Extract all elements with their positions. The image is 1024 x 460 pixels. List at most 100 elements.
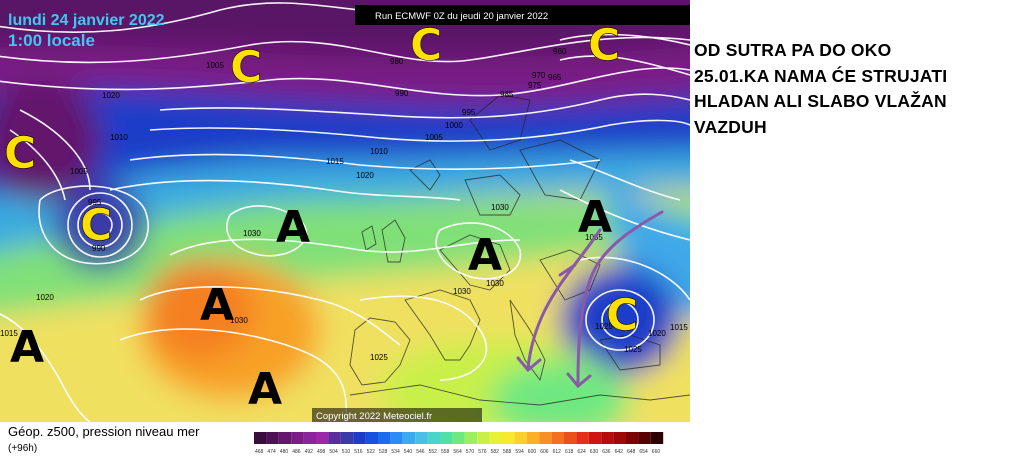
colorbar-swatch (452, 432, 465, 444)
colorbar-tick-label: 594 (515, 449, 524, 455)
isobar-label: 1005 (70, 167, 88, 176)
colorbar-swatch (551, 432, 564, 444)
colorbar-swatch (514, 432, 527, 444)
colorbar-tick-label: 660 (652, 449, 661, 455)
colorbar-tick-label: 504 (329, 449, 338, 455)
colorbar-swatch (278, 432, 292, 444)
colorbar-tick-label: 600 (528, 449, 537, 455)
isobar-label: 1015 (670, 323, 688, 332)
colorbar-tick-label: 582 (491, 449, 500, 455)
colorbar-tick-label: 654 (639, 449, 648, 455)
colorbar-swatch (650, 432, 664, 444)
low-pressure-label: C (606, 290, 638, 341)
colorbar-tick-label: 492 (305, 449, 314, 455)
isobar-label: 1005 (425, 133, 443, 142)
flow-arrows (516, 210, 664, 389)
colorbar-tick-label: 618 (565, 449, 574, 455)
colorbar-swatch (638, 432, 651, 444)
colorbar-tick-label: 576 (478, 449, 487, 455)
high-pressure-label: A (276, 202, 310, 253)
colorbar-swatch (464, 432, 478, 444)
arrow-west (526, 228, 602, 370)
isobar-label: 1030 (486, 279, 504, 288)
colorbar-swatch (502, 432, 515, 444)
high-pressure-label: A (10, 322, 44, 373)
colorbar-tick-label: 552 (429, 449, 438, 455)
colorbar-swatch (328, 432, 341, 444)
colorbar-tick-label: 564 (453, 449, 462, 455)
colorbar-tick-label: 558 (441, 449, 450, 455)
colorbar-swatch (427, 432, 440, 444)
isobar-label: 1010 (110, 133, 128, 142)
high-pressure-label: A (248, 364, 282, 415)
isobar-label: 1015 (0, 329, 18, 338)
colorbar-tick-label: 474 (267, 449, 276, 455)
isobar-label: 990 (395, 89, 409, 98)
isobar-label: 985 (500, 90, 514, 99)
colorbar-tick-label: 528 (379, 449, 388, 455)
lead-time-label: (+96h) (8, 443, 38, 454)
isobar-label: 970 (532, 71, 546, 80)
pressure-centers: C C C C C C A A A A A A (4, 20, 639, 415)
isobar-label: 980 (390, 57, 404, 66)
isobar-label: 960 (553, 47, 567, 56)
caption-line: OD SUTRA PA DO OKO (694, 40, 892, 60)
colorbar-swatch (365, 432, 378, 444)
colorbar-tick-label: 612 (553, 449, 562, 455)
colorbar-swatch (626, 432, 639, 444)
low-pressure-label: C (4, 128, 36, 179)
colorbar-tick-label: 534 (391, 449, 400, 455)
caption-line: HLADAN ALI SLABO VLAŽAN (694, 91, 947, 111)
weather-map: 1005 1020 1010 1005 995 990 1015 1010 10… (0, 0, 690, 422)
colorbar-tick-label: 588 (503, 449, 512, 455)
colorbar-swatch (402, 432, 416, 444)
colorbar-swatch (477, 432, 490, 444)
parameter-label: Géop. z500, pression niveau mer (8, 424, 200, 439)
colorbar-tick-label: 624 (577, 449, 586, 455)
colorbar-swatch (576, 432, 589, 444)
map-time: 1:00 locale (8, 31, 95, 50)
high-pressure-label: A (578, 192, 612, 243)
isobar-label: 995 (462, 108, 476, 117)
isobar-label: 1025 (624, 345, 642, 354)
colorbar-swatch (539, 432, 552, 444)
colorbar-swatch (489, 432, 502, 444)
colorbar-tick-label: 540 (404, 449, 413, 455)
copyright: Copyright 2022 Meteociel.fr (316, 411, 432, 422)
isobar-label: 1020 (648, 329, 666, 338)
map-date: lundi 24 janvier 2022 (8, 12, 165, 29)
arrow-west-head (516, 356, 542, 373)
colorbar-tick-label: 498 (317, 449, 326, 455)
isobar-label: 975 (528, 81, 542, 90)
colorbar-swatch (254, 432, 267, 444)
colorbar-swatch (601, 432, 614, 444)
isobar-label: 990 (92, 244, 106, 253)
isobar-label: 1030 (453, 287, 471, 296)
low-pressure-label: C (80, 200, 112, 251)
isobar-label: 1025 (370, 353, 388, 362)
isobar-label: 1020 (356, 171, 374, 180)
colorbar-swatch (340, 432, 354, 444)
low-pressure-label: C (588, 20, 620, 71)
colorbar-swatch (588, 432, 602, 444)
low-pressure-label: C (410, 20, 442, 71)
arrow-east (576, 210, 664, 384)
isobar-label: 1030 (491, 203, 509, 212)
high-pressure-label: A (468, 230, 502, 281)
colorbar-tick-label: 522 (367, 449, 376, 455)
colorbar-tick-label: 642 (615, 449, 624, 455)
run-label: Run ECMWF 0Z du jeudi 20 janvier 2022 (375, 11, 548, 22)
colorbar-swatch (526, 432, 540, 444)
caption-text: OD SUTRA PA DO OKO 25.01.KA NAMA ĆE STRU… (694, 38, 1019, 140)
colorbar-tick-label: 636 (602, 449, 611, 455)
low-pressure-label: C (230, 42, 262, 93)
colorbar-swatch (415, 432, 428, 444)
colorbar-swatch (378, 432, 391, 444)
high-pressure-label: A (200, 280, 234, 331)
isobar-label: 1025 (595, 322, 613, 331)
colorbar-swatch (316, 432, 329, 444)
colorbar-tick-label: 546 (416, 449, 425, 455)
colorbar-tick-label: 648 (627, 449, 636, 455)
colorbar-swatch (564, 432, 577, 444)
colorbar: 468 474 480 486 492 498 504 510 516 522 528 534 540 5… (254, 432, 664, 455)
